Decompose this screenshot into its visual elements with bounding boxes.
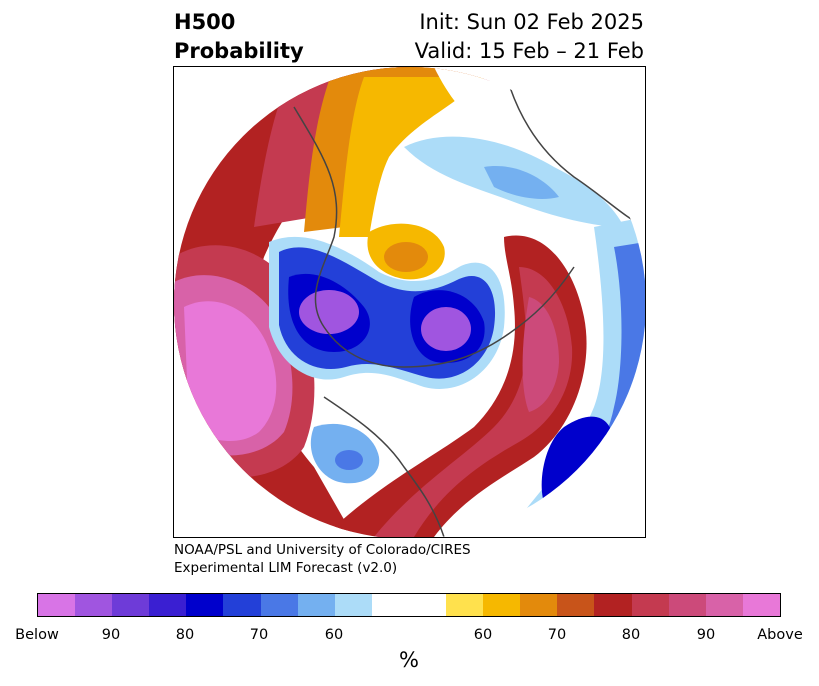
colorbar-tick-label: 60 xyxy=(473,627,493,643)
coastline xyxy=(293,67,645,537)
colorbar-tick-label: 70 xyxy=(249,627,269,643)
colorbar-tick-label: 60 xyxy=(324,627,344,643)
colorbar-cell xyxy=(742,594,780,616)
colorbar-tick-label: Below xyxy=(15,627,59,643)
warm-ring-north-yellow xyxy=(339,77,484,237)
colorbar-cell xyxy=(260,594,298,616)
warm-ring-north-inner xyxy=(304,67,504,232)
colorbar-cell xyxy=(112,594,150,616)
colorbar-tick-label: 80 xyxy=(175,627,195,643)
title-left: H500 Probability xyxy=(174,8,304,66)
colorbar-cell xyxy=(520,594,558,616)
title-type: Probability xyxy=(174,39,304,63)
credit-text: NOAA/PSL and University of Colorado/CIRE… xyxy=(174,541,471,577)
negative-center-east xyxy=(421,307,471,351)
east-positive-core xyxy=(522,297,559,412)
colorbar-cell xyxy=(557,594,595,616)
init-date: Init: Sun 02 Feb 2025 xyxy=(419,10,644,34)
colorbar-cell xyxy=(38,594,76,616)
colorbar-tick-label: 90 xyxy=(101,627,121,643)
southwest-negative-core xyxy=(335,450,363,470)
siberia-negative-core xyxy=(484,166,559,199)
colorbar-cell xyxy=(186,594,224,616)
negative-center-west xyxy=(299,290,359,334)
colorbar-cell xyxy=(223,594,261,616)
credit-line-2: Experimental LIM Forecast (v2.0) xyxy=(174,560,398,576)
credit-line-1: NOAA/PSL and University of Colorado/CIRE… xyxy=(174,542,471,558)
colorbar-tick-label: 80 xyxy=(621,627,641,643)
colorbar-cell xyxy=(483,594,521,616)
west-positive-core xyxy=(184,301,277,442)
colorbar-cell xyxy=(334,594,372,616)
map-frame xyxy=(173,66,646,538)
colorbar-cell xyxy=(446,594,484,616)
colorbar-cell xyxy=(149,594,187,616)
title-variable: H500 xyxy=(174,10,236,34)
polar-map xyxy=(174,67,645,537)
colorbar-cell xyxy=(631,594,669,616)
colorbar xyxy=(37,593,781,617)
greenland-core xyxy=(384,242,428,272)
colorbar-cell xyxy=(668,594,706,616)
east-positive-outer xyxy=(324,235,587,537)
units-label: % xyxy=(399,648,419,672)
colorbar-cell xyxy=(705,594,743,616)
valid-range: Valid: 15 Feb – 21 Feb xyxy=(414,39,644,63)
colorbar-cell xyxy=(371,594,447,616)
title-right: Init: Sun 02 Feb 2025 Valid: 15 Feb – 21… xyxy=(415,8,644,66)
colorbar-tick-label: 90 xyxy=(696,627,716,643)
colorbar-cell xyxy=(297,594,335,616)
colorbar-cell xyxy=(75,594,113,616)
colorbar-tick-label: 70 xyxy=(547,627,567,643)
colorbar-cell xyxy=(594,594,632,616)
colorbar-tick-label: Above xyxy=(757,627,803,643)
